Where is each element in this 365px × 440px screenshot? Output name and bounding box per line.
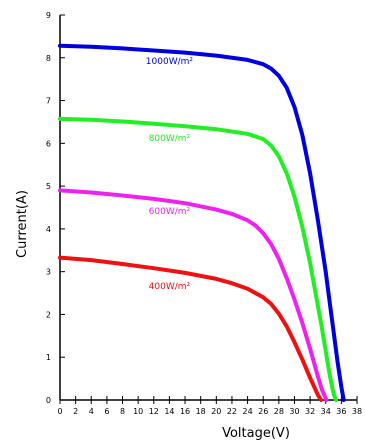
x-tick-label: 18 [196, 407, 206, 416]
series-labels: 1000W/m² 800W/m² 600W/m² 400W/m² [146, 57, 194, 292]
x-tick-label: 8 [120, 407, 125, 416]
y-tick-label: 4 [46, 225, 51, 234]
series-line-3 [58, 255, 323, 402]
x-tick-label: 36 [336, 407, 346, 416]
y-tick-label: 2 [46, 310, 51, 319]
series-line-1 [58, 116, 338, 402]
x-tick-label: 12 [149, 407, 159, 416]
y-tick-label: 5 [46, 182, 51, 191]
ticks: 0 2 4 6 8 10 12 14 16 18 20 22 24 26 28 30 32 34 36 3801234… [46, 11, 362, 416]
x-tick-label: 20 [211, 407, 221, 416]
x-tick-label: 6 [104, 407, 109, 416]
x-tick-label: 14 [164, 407, 174, 416]
x-tick-label: 2 [73, 407, 78, 416]
x-tick-label: 34 [321, 407, 331, 416]
x-tick-label: 4 [89, 407, 94, 416]
y-axis-title: Current(A) [15, 190, 30, 258]
x-tick-label: 22 [227, 407, 237, 416]
x-tick-label: 30 [289, 407, 299, 416]
x-tick-label: 32 [305, 407, 315, 416]
series-label-3: 400W/m² [149, 282, 191, 292]
y-tick-label: 6 [46, 139, 51, 148]
series-label-1: 800W/m² [149, 134, 191, 144]
series-line-2 [58, 188, 329, 402]
y-tick-label: 7 [46, 97, 51, 106]
y-tick-label: 9 [46, 11, 51, 20]
y-tick-label: 8 [46, 54, 51, 63]
x-tick-label: 28 [274, 407, 284, 416]
x-tick-label: 0 [57, 407, 62, 416]
x-tick-label: 24 [242, 407, 252, 416]
y-tick-label: 3 [46, 268, 51, 277]
x-tick-label: 26 [258, 407, 268, 416]
y-tick-label: 0 [46, 396, 51, 405]
x-tick-label: 16 [180, 407, 190, 416]
axes [59, 15, 357, 401]
series-label-2: 600W/m² [149, 207, 191, 217]
x-axis-title: Voltage(V) [222, 426, 290, 440]
y-tick-label: 1 [46, 353, 51, 362]
x-tick-label: 38 [352, 407, 362, 416]
series-label-0: 1000W/m² [146, 57, 194, 67]
series-lines [58, 43, 346, 402]
series-line-0 [58, 43, 346, 402]
x-tick-label: 10 [133, 407, 143, 416]
